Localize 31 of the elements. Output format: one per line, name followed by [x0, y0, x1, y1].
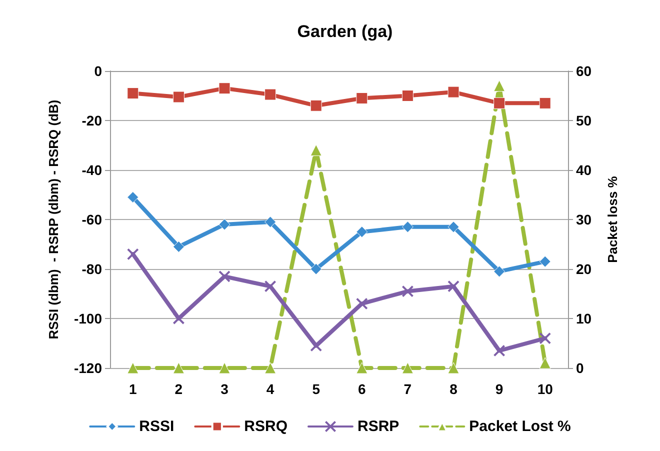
y2-tick-label: 60: [576, 63, 592, 79]
x-tick-label: 10: [537, 381, 554, 397]
x-tick-label: 7: [404, 381, 412, 397]
y2-tick-label: 30: [576, 212, 592, 228]
x-tick-label: 8: [450, 381, 458, 397]
x-tick-label: 2: [174, 381, 183, 397]
y-tick-label: -100: [74, 310, 102, 326]
y2-tick-label: 40: [576, 162, 592, 178]
y-tick-label: -20: [82, 112, 102, 128]
x-tick-label: 5: [312, 381, 320, 397]
y-tick-label: -60: [82, 212, 102, 228]
y-tick-label: 0: [94, 63, 102, 79]
y2-tick-label: 20: [576, 261, 592, 277]
x-tick-label: 3: [220, 381, 229, 397]
x-tick-label: 6: [358, 381, 366, 397]
y-tick-label: -80: [82, 261, 102, 277]
legend-label: RSRQ: [244, 418, 288, 435]
x-tick-label: 1: [129, 381, 137, 397]
y-tick-label: -120: [74, 360, 102, 376]
y2-axis-title: Packet loss %: [605, 176, 620, 263]
y-axis-title: RSSI (dbm) - RSRP (dbm) - RSRQ (dB): [46, 100, 61, 340]
y-tick-label: -40: [82, 162, 102, 178]
y2-tick-label: 10: [576, 310, 592, 326]
x-tick-label: 9: [495, 381, 504, 397]
legend-label: Packet Lost %: [469, 418, 571, 435]
x-tick-label: 4: [266, 381, 274, 397]
y2-tick-label: 50: [576, 112, 592, 128]
y2-tick-label: 0: [576, 360, 584, 376]
legend-label: RSSI: [139, 418, 174, 435]
chart-title: Garden (ga): [297, 22, 393, 41]
legend-label: RSRP: [357, 418, 400, 435]
